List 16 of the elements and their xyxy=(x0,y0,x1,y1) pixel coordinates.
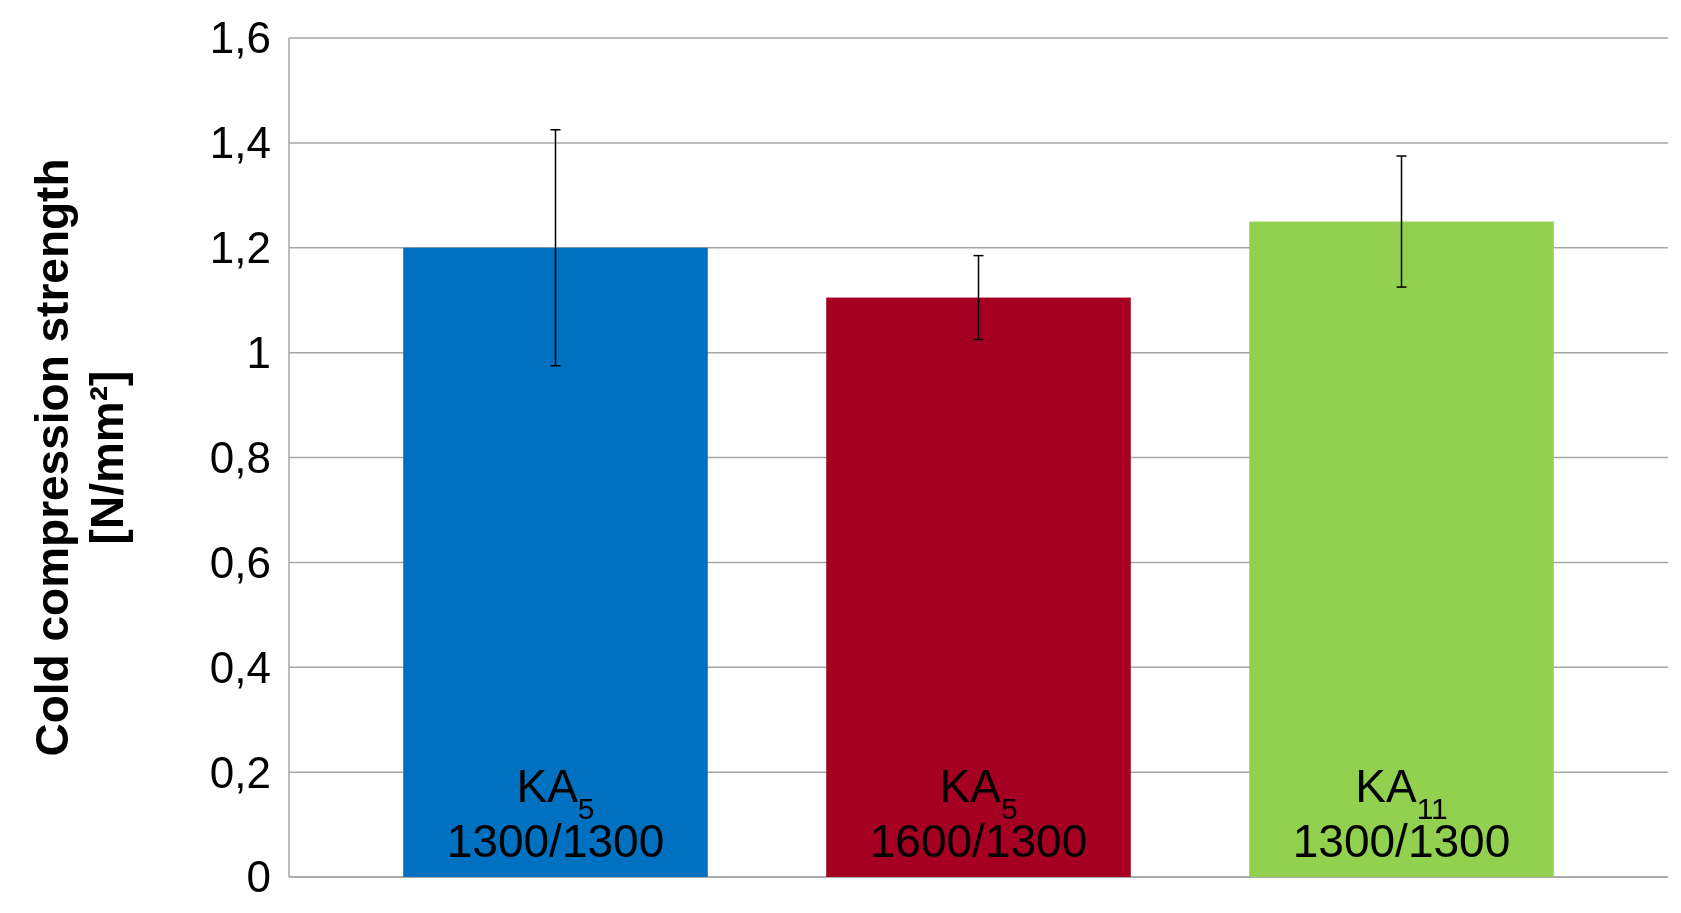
x-tick-label: KA$_{11}$ 1300/1300 xyxy=(1292,760,1511,867)
x-tick-label: KA$_{5}$ 1600/1300 xyxy=(869,760,1088,867)
bar xyxy=(1249,221,1554,877)
bar xyxy=(826,297,1131,877)
y-tick-label: 1,4 xyxy=(209,118,271,168)
y-tick-label: 1 xyxy=(246,328,271,378)
y-tick-label: 0 xyxy=(246,852,271,902)
bar xyxy=(403,247,708,877)
y-tick-label: 0,2 xyxy=(209,747,271,797)
y-axis-title: Cold compression strength [N/mm²] xyxy=(26,158,133,757)
y-tick-label: 0,6 xyxy=(209,537,271,587)
y-tick-label: 0,8 xyxy=(209,432,271,482)
y-tick-label: 1,6 xyxy=(209,13,271,63)
y-tick-label: 0,4 xyxy=(209,642,271,692)
x-tick-label: KA$_{5}$ 1300/1300 xyxy=(446,760,665,867)
y-tick-label: 1,2 xyxy=(209,223,271,273)
